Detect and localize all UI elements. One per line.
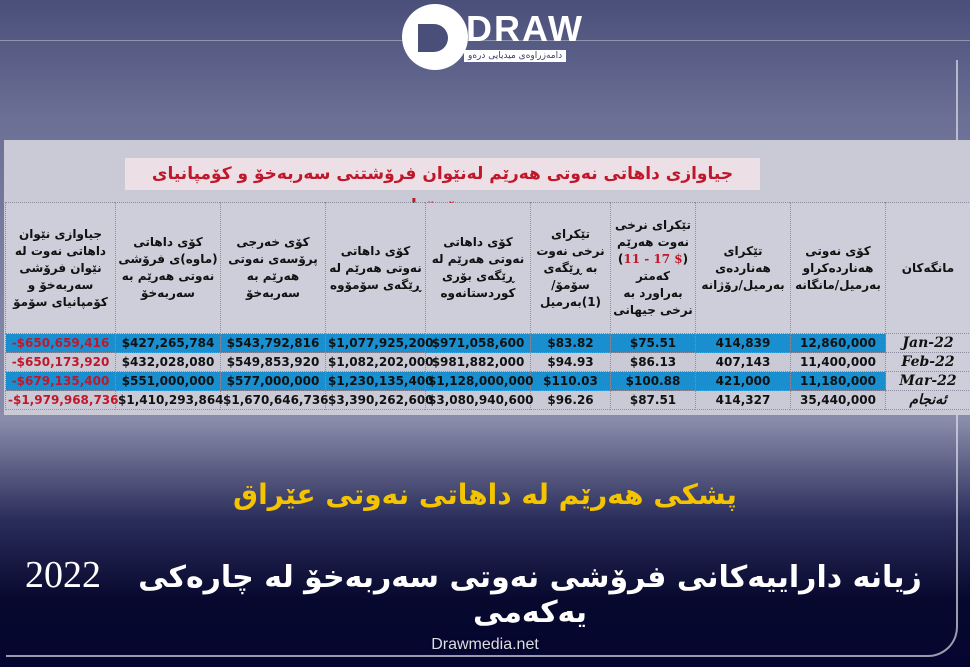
table-cell: $86.13 <box>610 352 696 372</box>
table-cell: -$1,979,968,736 <box>5 390 119 410</box>
month-cell: Feb-22 <box>885 352 970 372</box>
year: 2022 <box>25 554 101 596</box>
header-rule <box>0 40 970 41</box>
column-header: تێکرای نرخی نەوت بە ڕێگەی سۆمۆ/ (1)بەرمی… <box>530 202 611 334</box>
table-cell: $75.51 <box>610 333 696 353</box>
table-cell: 11,180,000 <box>790 371 886 391</box>
table-row: Mar-22 11,180,000 421,000 $100.88 $110.03 $1,… <box>5 371 970 391</box>
table-cell: -$679,135,400 <box>5 371 116 391</box>
header-row: مانگەکان کۆی نەوتی هەناردەکراو بەرمیل/مان… <box>5 202 970 334</box>
table-cell: $83.82 <box>530 333 611 353</box>
table-cell: 414,327 <box>695 390 791 410</box>
table-cell: $432,028,080 <box>115 352 221 372</box>
oil-revenue-table: مانگەکان کۆی نەوتی هەناردەکراو بەرمیل/مان… <box>5 202 970 410</box>
table-cell: $543,792,816 <box>220 333 326 353</box>
header-text-pre: تێکرای نرخی نەوت هەرێم ( <box>615 218 691 266</box>
logo-text: DRAW <box>466 8 584 49</box>
logo-d-mark <box>402 4 468 70</box>
website-footer: Drawmedia.net <box>0 636 970 654</box>
table-cell: $1,410,293,864 <box>115 390 224 410</box>
header-text-post: ) کەمتر بەراورد بە نرخی جیهانی <box>613 252 693 317</box>
table-cell: 35,440,000 <box>790 390 886 410</box>
table-cell: $971,058,600 <box>425 333 531 353</box>
column-header: تێکرای نرخی نەوت هەرێم ($ 17 - 11) کەمتر… <box>610 202 696 334</box>
table-cell: $551,000,000 <box>115 371 221 391</box>
column-header: کۆی نەوتی هەناردەکراو بەرمیل/مانگانە <box>790 202 886 334</box>
table-cell: $427,265,784 <box>115 333 221 353</box>
logo-subtitle: دامەزراوەی میدیایی درەو <box>464 50 567 62</box>
table-cell: -$650,173,920 <box>5 352 116 372</box>
header-text-red: $ 17 - 11 <box>623 252 683 266</box>
table-cell: $3,390,262,600 <box>325 390 434 410</box>
draw-logo: DRAW دامەزراوەی میدیایی درەو <box>402 4 602 74</box>
table-cell: $1,082,202,000 <box>325 352 434 372</box>
column-header: کۆی خەرجی پرۆسەی نەوتی هەرێم بە سەربەخۆ <box>220 202 326 334</box>
table-row: ئەنجام 35,440,000 414,327 $87.51 $96.26 $3,08… <box>5 390 970 410</box>
table-cell: $87.51 <box>610 390 696 410</box>
table-cell: 11,400,000 <box>790 352 886 372</box>
column-header: تێکرای هەناردەی بەرمیل/رۆژانە <box>695 202 791 334</box>
month-cell: Mar-22 <box>885 371 970 391</box>
subheadline: زیانە داراییەکانی فرۆشی نەوتی سەربەخۆ لە… <box>138 560 922 630</box>
table-cell: $96.26 <box>530 390 611 410</box>
table-cell: $1,670,646,736 <box>220 390 329 410</box>
table-row: Jan-22 12,860,000 414,839 $75.51 $83.82 $971,… <box>5 333 970 353</box>
table-title: جیاوازی داهاتی نەوتی هەرێم لەنێوان فرۆشت… <box>125 158 760 216</box>
headline: پشکی هەرێم لە داهاتی نەوتی عێراق <box>233 478 737 511</box>
column-header: مانگەکان <box>885 202 970 334</box>
table-cell: $110.03 <box>530 371 611 391</box>
table-cell: $1,128,000,000 <box>425 371 534 391</box>
table-row: Feb-22 11,400,000 407,143 $86.13 $94.93 $981,… <box>5 352 970 372</box>
table-cell: $1,230,135,400 <box>325 371 434 391</box>
table-cell: $100.88 <box>610 371 696 391</box>
table-cell: $1,077,925,200 <box>325 333 434 353</box>
table-cell: $3,080,940,600 <box>425 390 534 410</box>
table-cell: 12,860,000 <box>790 333 886 353</box>
column-header: جیاوازی نێوان داهاتی نەوت لە نێوان فرۆشی… <box>5 202 116 334</box>
table-cell: $94.93 <box>530 352 611 372</box>
month-cell: ئەنجام <box>885 390 970 410</box>
column-header: کۆی داهاتی نەوتی هەرێم لە ڕێگەی بۆری کور… <box>425 202 531 334</box>
table-cell: -$650,659,416 <box>5 333 116 353</box>
table-cell: $577,000,000 <box>220 371 326 391</box>
table-cell: $981,882,000 <box>425 352 531 372</box>
column-header: کۆی داهاتی نەوتی هەرێم لە ڕێگەی سۆمۆوە <box>325 202 426 334</box>
table-cell: 421,000 <box>695 371 791 391</box>
column-header: کۆی داهاتی (ماوە)ی فرۆشی نەوتی هەرێم بە … <box>115 202 221 334</box>
table-cell: $549,853,920 <box>220 352 326 372</box>
website-label: Drawmedia.net <box>427 636 543 653</box>
table-cell: 407,143 <box>695 352 791 372</box>
month-cell: Jan-22 <box>885 333 970 353</box>
table-cell: 414,839 <box>695 333 791 353</box>
